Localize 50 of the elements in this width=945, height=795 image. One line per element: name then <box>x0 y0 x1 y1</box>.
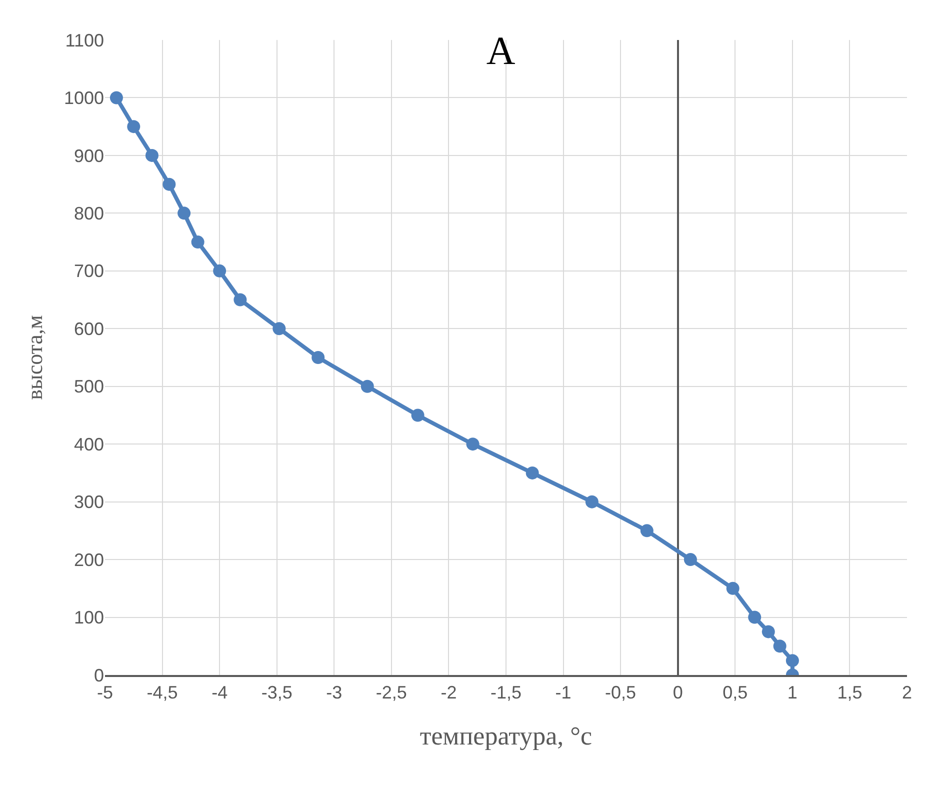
x-tick-label: -1,5 <box>490 682 522 702</box>
y-tick-label: 200 <box>74 550 104 570</box>
chart-title: A <box>486 28 516 73</box>
x-tick-label: 0,5 <box>722 682 748 702</box>
x-tick-label: 1,5 <box>837 682 862 702</box>
point <box>213 264 226 278</box>
point <box>162 178 176 191</box>
y-tick-label: 400 <box>74 434 104 454</box>
point <box>773 640 786 653</box>
x-tick-label: 0 <box>672 682 683 702</box>
y-tick-label: 100 <box>74 608 104 628</box>
point <box>360 380 374 393</box>
point <box>466 438 480 451</box>
point <box>110 91 123 104</box>
point <box>411 408 424 422</box>
x-tick-label: -4 <box>212 682 228 702</box>
point <box>726 582 740 595</box>
y-tick-label: 900 <box>74 146 104 166</box>
point <box>585 495 598 508</box>
x-tick-label: -4,5 <box>146 682 178 702</box>
point <box>786 654 799 668</box>
x-tick-label: -3 <box>326 682 342 702</box>
point <box>234 293 247 306</box>
point <box>748 610 762 624</box>
point <box>312 351 325 364</box>
point <box>191 236 204 249</box>
x-axis-title: температура, °c <box>420 722 592 751</box>
y-tick-label: 1000 <box>64 88 104 108</box>
x-tick-label: -2 <box>440 682 457 702</box>
x-tick-label: -1 <box>555 682 572 702</box>
y-tick-label: 800 <box>74 203 104 224</box>
x-tick-label: 2 <box>902 682 912 702</box>
point <box>640 524 654 538</box>
y-tick-label: 1100 <box>65 30 104 50</box>
point <box>145 148 158 162</box>
y-tick-label: 500 <box>74 376 104 397</box>
point <box>127 120 140 134</box>
y-tick-label: 300 <box>74 492 104 512</box>
x-tick-label: -3,5 <box>261 682 292 702</box>
point <box>526 466 539 480</box>
point <box>762 625 775 638</box>
point <box>684 553 697 566</box>
point <box>272 322 286 336</box>
x-tick-label: 1 <box>787 682 798 702</box>
y-tick-label: 700 <box>74 261 104 282</box>
x-tick-label: -2,5 <box>376 682 407 702</box>
point <box>178 206 191 220</box>
y-axis-title: высота,м <box>22 315 47 400</box>
x-tick-label: -0,5 <box>605 682 636 702</box>
y-tick-label: 600 <box>74 318 104 339</box>
